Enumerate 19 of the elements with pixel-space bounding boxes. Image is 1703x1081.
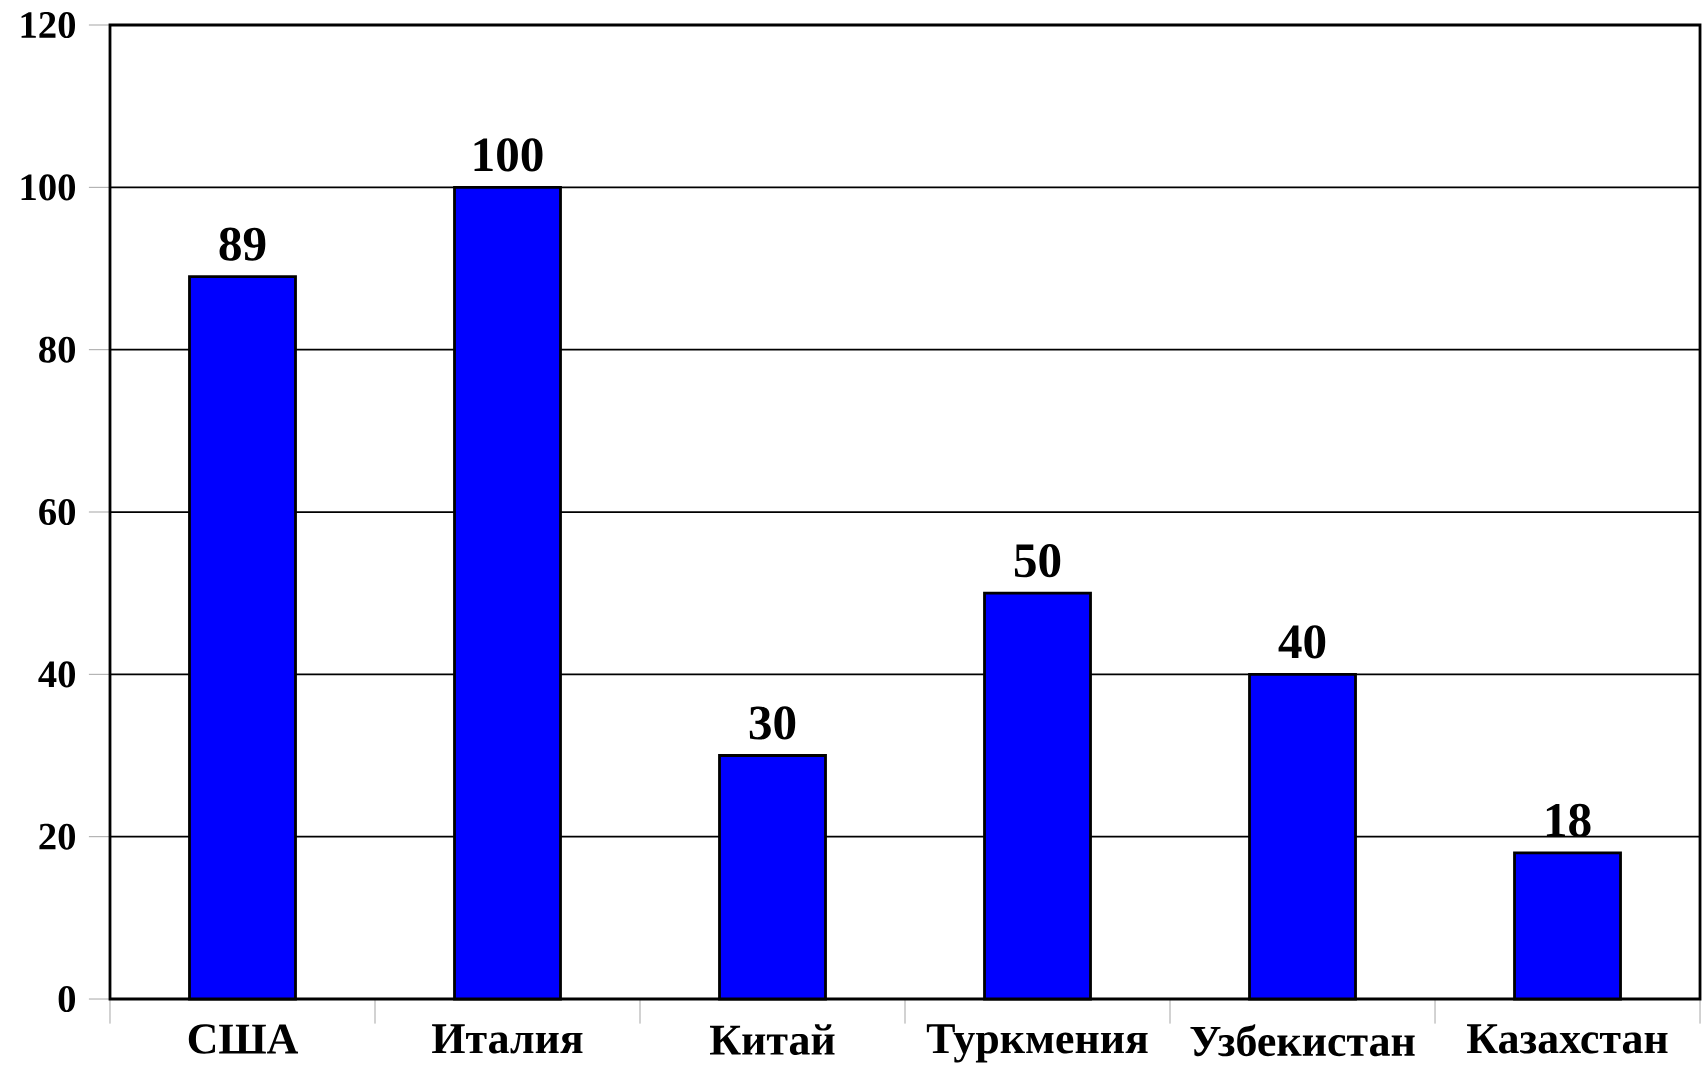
y-tick-label: 40 xyxy=(38,661,76,688)
data-label: 100 xyxy=(474,138,543,172)
data-label: 89 xyxy=(219,227,266,261)
x-tick-label: США xyxy=(188,1024,299,1054)
data-label: 30 xyxy=(749,706,796,740)
y-tick-label: 120 xyxy=(21,11,76,39)
x-tick-label: Китай xyxy=(710,1024,835,1056)
data-label: 40 xyxy=(1278,625,1326,659)
y-tick-label: 80 xyxy=(39,336,76,363)
y-tick-label: 0 xyxy=(58,986,76,1013)
x-tick-label: Туркмения xyxy=(926,1024,1148,1063)
y-tick-label: 60 xyxy=(39,498,76,526)
x-tick-label: Казахстан xyxy=(1467,1024,1668,1054)
data-label: 50 xyxy=(1014,544,1061,578)
y-tick-label: 20 xyxy=(39,823,76,850)
x-tick-label: Узбекистан xyxy=(1190,1024,1415,1057)
y-tick-label: 100 xyxy=(21,174,76,201)
data-label: 18 xyxy=(1546,803,1591,837)
x-tick-label: Италия xyxy=(432,1024,583,1054)
